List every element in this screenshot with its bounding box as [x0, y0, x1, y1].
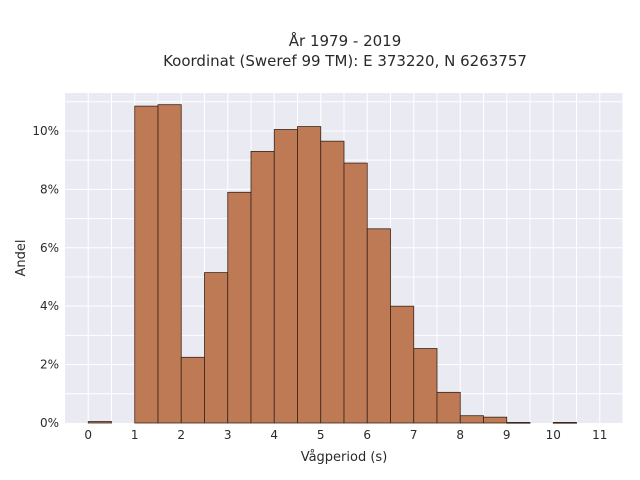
- histogram-bar: [157, 104, 182, 424]
- x-tick-label: 4: [270, 428, 278, 442]
- histogram-bar: [320, 140, 345, 424]
- y-axis-label: Andel: [14, 240, 29, 277]
- histogram-bar: [483, 416, 508, 424]
- histogram-bar: [273, 129, 298, 424]
- histogram-bar: [506, 422, 531, 424]
- histogram-bar: [297, 126, 322, 424]
- histogram-bar: [343, 162, 368, 424]
- x-tick-label: 6: [363, 428, 371, 442]
- histogram-bar: [459, 415, 484, 424]
- x-tick-label: 1: [131, 428, 139, 442]
- histogram-bar: [250, 151, 275, 424]
- histogram-bar: [390, 305, 415, 424]
- x-tick-label: 8: [456, 428, 464, 442]
- x-tick-labels: 0 1 2 3 4 5 6 7 8 9 10 11: [84, 428, 607, 442]
- x-tick-label: 11: [592, 428, 607, 442]
- y-tick-label: 4%: [40, 299, 59, 313]
- x-tick-label: 3: [224, 428, 232, 442]
- y-tick-label: 6%: [40, 241, 59, 255]
- histogram-bar: [366, 228, 391, 424]
- histogram-bar: [180, 356, 205, 424]
- chart-title-line-2: Koordinat (Sweref 99 TM): E 373220, N 62…: [163, 52, 527, 70]
- x-tick-label: 9: [503, 428, 511, 442]
- histogram-bar: [552, 422, 577, 424]
- y-tick-labels: 0% 2% 4% 6% 8% 10%: [32, 124, 59, 430]
- x-tick-label: 5: [317, 428, 325, 442]
- histogram-bar: [87, 421, 112, 424]
- x-tick-label: 2: [177, 428, 185, 442]
- x-tick-label: 7: [410, 428, 418, 442]
- histogram-bar: [413, 348, 438, 424]
- bar-series: [87, 104, 577, 424]
- x-tick-label: 10: [546, 428, 561, 442]
- x-axis-label: Vågperiod (s): [301, 450, 388, 465]
- y-tick-label: 0%: [40, 416, 59, 430]
- y-tick-label: 10%: [32, 124, 59, 138]
- histogram-bar: [204, 272, 229, 424]
- histogram-bar: [134, 105, 159, 424]
- histogram-bar: [227, 191, 252, 424]
- histogram-bar: [436, 391, 461, 424]
- x-tick-label: 0: [84, 428, 92, 442]
- y-tick-label: 2%: [40, 358, 59, 372]
- y-tick-label: 8%: [40, 182, 59, 196]
- chart-title-line-1: År 1979 - 2019: [289, 31, 402, 50]
